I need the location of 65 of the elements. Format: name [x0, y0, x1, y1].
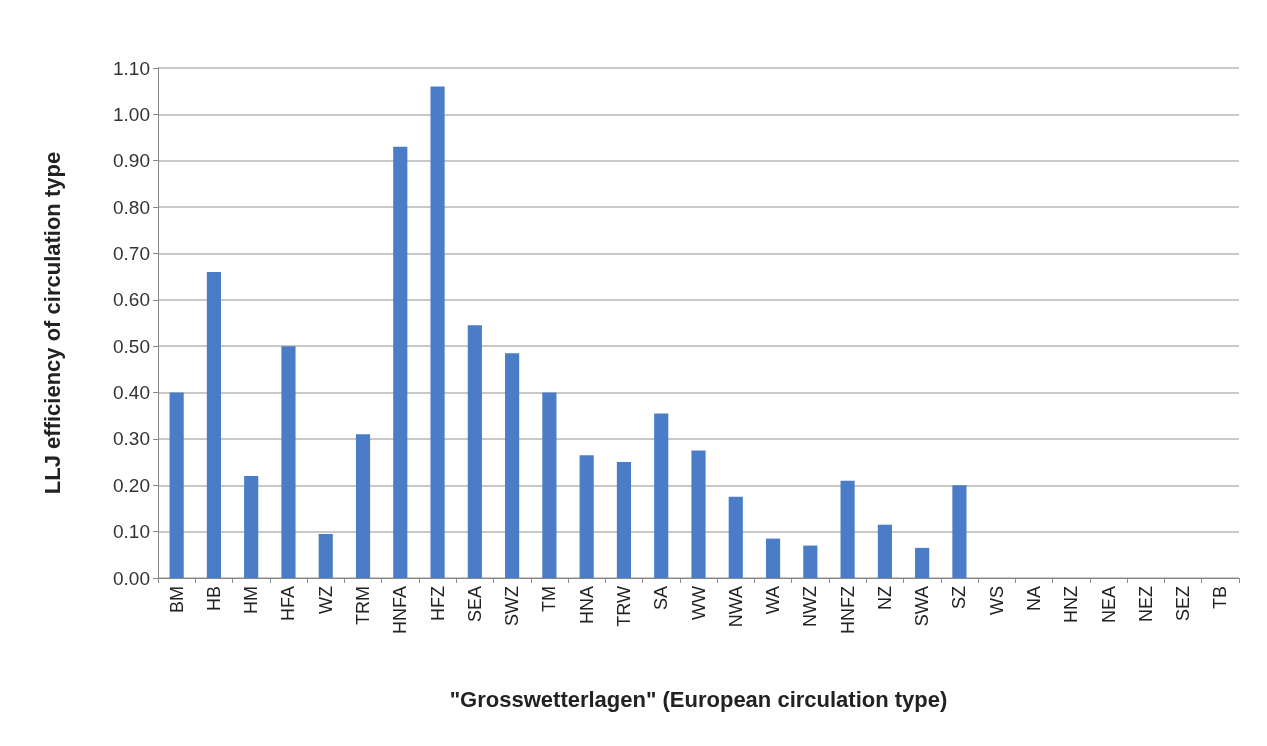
bar [393, 146, 408, 578]
bar [952, 485, 967, 578]
x-tick-label: HM [241, 586, 262, 614]
x-tick-label: NEA [1098, 586, 1119, 624]
bar [765, 538, 781, 578]
x-tick-label: TRM [353, 586, 374, 625]
x-tick-label: HFZ [427, 586, 448, 621]
bar [467, 325, 482, 578]
bar [318, 533, 333, 578]
y-tick-label: 0.10 [113, 521, 150, 543]
y-tick-label: 0.80 [113, 196, 150, 218]
y-tick-label: 0.40 [113, 382, 150, 404]
y-tick-label: 0.50 [113, 335, 150, 357]
x-tick-label: HNZ [1061, 586, 1082, 623]
y-tick-label: 0.00 [113, 567, 150, 589]
bar [206, 272, 221, 578]
x-tick-label: TM [539, 586, 560, 612]
y-tick-label: 0.60 [113, 289, 150, 311]
bar [877, 524, 892, 578]
x-tick-label: HNFZ [837, 586, 858, 634]
x-tick-label: WA [763, 586, 784, 615]
x-tick-label: SA [651, 586, 672, 611]
y-tick-label: 1.00 [113, 103, 150, 125]
bar [840, 480, 855, 578]
y-tick-label: 0.90 [113, 150, 150, 172]
bar [430, 86, 445, 578]
bar [915, 547, 930, 578]
y-axis-title: LLJ efficiency of circulation type [39, 151, 65, 495]
bar [579, 455, 594, 578]
x-tick-label: HNFA [390, 586, 411, 635]
x-tick-label: TB [1210, 586, 1231, 610]
bar [355, 434, 371, 578]
y-tick-label: 0.20 [113, 474, 150, 496]
bar [505, 353, 520, 578]
y-tick-label: 0.30 [113, 428, 150, 450]
x-tick-label: SWZ [502, 586, 523, 626]
y-tick-label: 1.10 [113, 57, 150, 79]
x-tick-label: NEZ [1135, 586, 1156, 622]
x-tick-label: SWA [912, 586, 933, 627]
x-tick-label: WW [688, 586, 709, 620]
x-tick-label: NZ [874, 586, 895, 610]
bar [542, 392, 557, 578]
x-tick-label: BM [166, 586, 187, 613]
x-tick-label: SEZ [1173, 586, 1194, 622]
bar [244, 476, 259, 578]
bar [616, 462, 632, 578]
bar [281, 346, 296, 578]
x-tick-label: SEA [464, 586, 485, 623]
bar [728, 496, 743, 578]
bar [169, 392, 184, 578]
x-tick-label: HNA [576, 586, 597, 625]
x-tick-label: WZ [315, 586, 336, 614]
x-tick-label: NWA [725, 586, 746, 628]
x-axis-title: "Grosswetterlagen" (European circulation type) [449, 686, 948, 712]
bar [654, 413, 669, 578]
x-tick-label: HFA [278, 586, 299, 622]
x-tick-label: NA [1023, 586, 1044, 612]
bar [691, 450, 706, 578]
x-tick-label: SZ [949, 586, 970, 610]
x-tick-label: WS [986, 586, 1007, 615]
bar [803, 545, 818, 578]
x-tick-label: TRW [613, 586, 634, 627]
x-tick-label: HB [203, 586, 224, 612]
y-tick-label: 0.70 [113, 242, 150, 264]
x-tick-label: NWZ [800, 586, 821, 627]
